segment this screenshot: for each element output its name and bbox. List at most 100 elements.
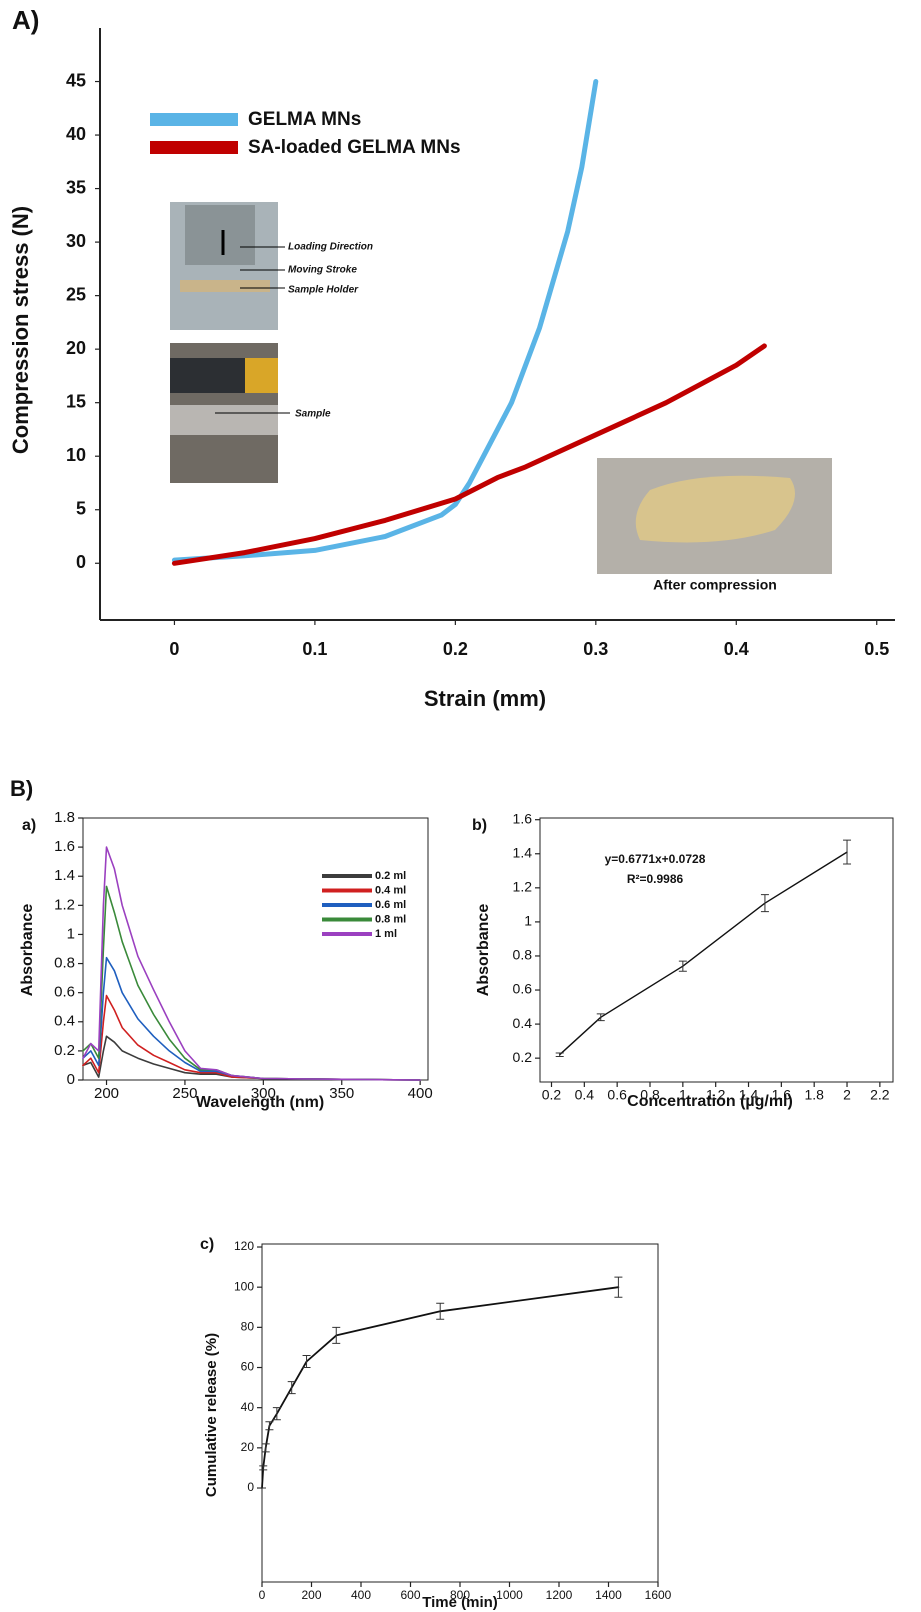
y-tick-label: 10 [66,445,86,465]
data-line [82,956,421,1081]
y-tick-label: 0.6 [513,981,533,997]
photo-detail [185,205,255,265]
data-line [82,846,421,1081]
photo-detail [170,405,278,435]
y-tick-label: 1.6 [513,810,533,826]
x-axis-label: Concentration (µg/ml) [627,1093,793,1110]
error-bar [272,1407,281,1421]
x-tick-label: 200 [301,1588,321,1602]
x-tick-label: 1600 [645,1588,672,1602]
x-tick-label: 1 [679,1087,687,1103]
y-tick-label: 0.4 [513,1015,533,1031]
y-tick-label: 45 [66,70,86,90]
y-tick-label: 60 [241,1360,255,1374]
y-tick-label: 0.6 [54,984,75,1001]
y-tick-label: 1.8 [54,809,75,826]
panel-label: b) [472,817,487,834]
annotation: Loading Direction [288,242,373,253]
x-tick-label: 1.2 [706,1087,726,1103]
error-bar [265,1421,274,1431]
annotation: Sample Holder [288,285,359,296]
legend-swatch [150,113,238,126]
panel-label: a) [22,817,36,834]
y-tick-label: 0.8 [513,947,533,963]
photo-detail [180,280,270,292]
y-tick-label: 1.6 [54,838,75,855]
annotation: y=0.6771x+0.0728 [605,852,706,866]
x-tick-label: 350 [329,1085,354,1102]
error-bar [555,1052,564,1057]
x-tick-label: 1.4 [739,1087,759,1103]
panel-label: c) [200,1236,214,1253]
y-tick-label: 40 [66,124,86,144]
x-axis-label: Time (min) [422,1594,498,1611]
y-axis-label: Compression stress (N) [8,206,33,454]
data-line [82,994,421,1081]
x-tick-label: 600 [400,1588,420,1602]
y-axis-label: Cumulative release (%) [203,1333,220,1497]
y-tick-label: 1.4 [54,867,75,884]
x-tick-label: 2.2 [870,1087,890,1103]
x-tick-label: 800 [450,1588,470,1602]
y-tick-label: 35 [66,177,86,197]
y-tick-label: 0.8 [54,955,75,972]
x-tick-label: 0 [169,639,179,659]
legend-label: 0.4 ml [375,884,406,896]
photo-detail [245,358,278,393]
x-tick-label: 0.4 [575,1087,595,1103]
data-line [171,343,767,566]
x-tick-label: 0 [259,1588,266,1602]
y-tick-label: 0 [247,1480,254,1494]
y-tick-label: 1.4 [513,844,533,860]
x-tick-label: 0.1 [302,639,327,659]
x-tick-label: 0.2 [542,1087,562,1103]
y-tick-label: 15 [66,391,86,411]
legend-label: 1 ml [375,928,397,940]
x-tick-label: 1000 [496,1588,523,1602]
legend-label: SA-loaded GELMA MNs [248,137,461,158]
x-tick-label: 200 [94,1085,119,1102]
error-bar [259,1465,268,1471]
annotation: Sample [295,409,331,420]
y-axis-label: Absorbance [19,904,36,997]
error-bar [436,1302,445,1320]
x-tick-label: 0.6 [607,1087,627,1103]
error-bar [678,960,687,972]
panel-label: B) [10,776,33,801]
y-tick-label: 80 [241,1320,255,1334]
y-tick-label: 20 [241,1440,255,1454]
error-bar [760,894,769,913]
x-tick-label: 250 [172,1085,197,1102]
error-bar [614,1276,623,1298]
data-line [82,1035,421,1081]
plot-frame [261,1243,659,1583]
x-tick-label: 300 [251,1085,276,1102]
y-tick-label: 20 [66,338,86,358]
data-line [82,885,421,1081]
error-bar [843,839,852,865]
x-tick-label: 400 [351,1588,371,1602]
legend-label: 0.6 ml [375,899,406,911]
x-tick-label: 0.2 [443,639,468,659]
x-axis-label: Strain (mm) [424,686,546,711]
x-tick-label: 1200 [546,1588,573,1602]
annotation: Moving Stroke [288,265,357,276]
error-bar [596,1013,605,1022]
plot-frame [539,817,894,1083]
x-tick-label: 0.4 [724,639,749,659]
y-tick-label: 1 [67,925,75,942]
x-tick-label: 1.6 [772,1087,792,1103]
photo-detail [635,475,795,543]
error-bar [302,1354,311,1369]
y-tick-label: 25 [66,284,86,304]
plot-frame [82,817,429,1081]
y-tick-label: 0 [76,552,86,572]
y-tick-label: 0 [67,1071,75,1088]
x-tick-label: 2 [843,1087,851,1103]
x-tick-label: 400 [408,1085,433,1102]
y-tick-label: 1.2 [513,879,533,895]
x-tick-label: 0.3 [583,639,608,659]
y-tick-label: 40 [241,1400,255,1414]
